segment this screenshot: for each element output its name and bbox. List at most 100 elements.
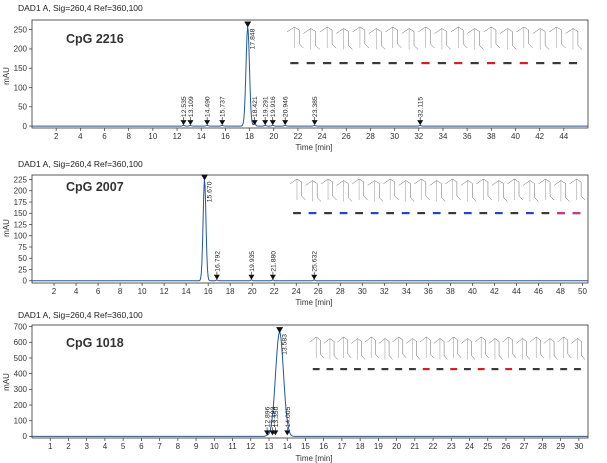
- x-tick-label: 44: [559, 132, 568, 141]
- x-tick-label: 25: [483, 442, 492, 451]
- x-tick-label: 19: [374, 442, 383, 451]
- x-tick-label: 22: [270, 287, 279, 296]
- x-tick-label: 20: [248, 287, 257, 296]
- peak-marker: [311, 120, 318, 126]
- x-tick-label: 4: [78, 132, 83, 141]
- peak-marker: [219, 120, 226, 126]
- peak-marker: [269, 120, 276, 126]
- x-tick-label: 18: [245, 132, 254, 141]
- backbone-segment: [476, 178, 493, 201]
- x-tick-label: 40: [511, 132, 520, 141]
- y-tick-label: 200: [14, 187, 28, 196]
- backbone-segment: [367, 180, 384, 202]
- nucleobase-mark: [536, 62, 545, 65]
- backbone-segment: [499, 28, 517, 50]
- y-tick-label: 0: [23, 122, 28, 131]
- y-axis-title: mAU: [2, 219, 11, 237]
- backbone-segment: [401, 28, 419, 50]
- nucleobase-mark: [574, 368, 581, 371]
- y-tick-label: 700: [14, 322, 28, 331]
- peak-retention-label: 13.193: [270, 406, 277, 427]
- x-tick-label: 29: [556, 442, 565, 451]
- x-tick-label: 24: [318, 132, 327, 141]
- peak-retention-label: 18.421: [252, 96, 259, 117]
- peak-marker: [187, 120, 194, 126]
- x-tick-label: 12: [173, 132, 182, 141]
- x-tick-label: 14: [182, 287, 191, 296]
- backbone-segment: [433, 338, 448, 360]
- x-tick-label: 4: [74, 287, 79, 296]
- y-tick-label: 50: [18, 103, 27, 112]
- nucleobase-mark: [532, 368, 540, 371]
- nucleobase-mark: [505, 368, 513, 371]
- nucleobase-mark: [372, 62, 381, 65]
- peak-marker: [204, 120, 211, 126]
- x-tick-label: 2: [54, 132, 59, 141]
- oligo-structure-diagram: [286, 26, 583, 65]
- backbone-segment: [571, 338, 586, 360]
- x-tick-label: 36: [463, 132, 472, 141]
- chromatogram-trace: [32, 331, 588, 437]
- y-tick-label: 600: [14, 338, 28, 347]
- backbone-segment: [569, 178, 586, 201]
- peak-marker: [264, 430, 271, 436]
- nucleobase-mark: [519, 368, 526, 371]
- backbone-segment: [557, 336, 572, 359]
- backbone-segment: [351, 178, 368, 201]
- x-tick-label: 2: [66, 442, 71, 451]
- x-tick-label: 34: [402, 287, 411, 296]
- x-tick-label: 6: [139, 442, 144, 451]
- nucleobase-mark: [409, 368, 416, 371]
- x-tick-label: 8: [126, 132, 131, 141]
- x-tick-label: 6: [102, 132, 107, 141]
- peak-retention-label: 14.490: [205, 96, 212, 117]
- backbone-segment: [398, 180, 415, 202]
- backbone-segment: [337, 336, 352, 359]
- peak-retention-label: 32.115: [418, 97, 425, 118]
- x-tick-label: 44: [512, 287, 521, 296]
- x-tick-label: 30: [390, 132, 399, 141]
- backbone-segment: [522, 180, 539, 202]
- peak-apex-marker: [244, 21, 252, 28]
- y-tick-label: 75: [18, 243, 27, 252]
- nucleobase-mark: [557, 212, 565, 215]
- x-tick-label: 13: [265, 442, 274, 451]
- x-tick-label: 24: [465, 442, 474, 451]
- nucleobase-mark: [519, 62, 528, 65]
- y-tick-label: 400: [14, 369, 28, 378]
- backbone-segment: [336, 28, 353, 50]
- x-tick-label: 28: [366, 132, 375, 141]
- backbone-segment: [488, 338, 503, 360]
- nucleobase-mark: [405, 62, 414, 65]
- backbone-segment: [474, 336, 489, 359]
- backbone-segment: [336, 180, 353, 202]
- backbone-segment: [565, 28, 583, 50]
- x-tick-label: 8: [176, 442, 181, 451]
- peak-retention-label: 19.935: [249, 251, 256, 272]
- x-tick-label: 16: [319, 442, 328, 451]
- backbone-segment: [378, 338, 393, 360]
- panel-header: DAD1 A, Sig=260,4 Ref=360,100: [18, 159, 143, 169]
- backbone-segment: [529, 336, 544, 359]
- backbone-segment: [516, 26, 533, 49]
- nucleobase-mark: [572, 212, 581, 215]
- y-tick-label: 250: [14, 25, 28, 34]
- backbone-segment: [368, 28, 386, 50]
- x-tick-label: 40: [468, 287, 477, 296]
- plot-frame: [31, 324, 589, 439]
- backbone-segment: [429, 180, 446, 202]
- nucleobase-mark: [463, 212, 472, 215]
- x-tick-label: 48: [556, 287, 565, 296]
- nucleobase-mark: [526, 212, 534, 215]
- backbone-segment: [385, 26, 402, 49]
- nucleobase-mark: [464, 368, 471, 371]
- peak-retention-label: 13.350: [273, 406, 280, 427]
- backbone-segment: [553, 180, 570, 202]
- peak-retention-label: 13.109: [188, 96, 195, 117]
- x-tick-label: 5: [121, 442, 126, 451]
- backbone-segment: [406, 338, 421, 360]
- backbone-segment: [364, 336, 379, 359]
- nucleobase-mark: [541, 212, 550, 215]
- nucleobase-mark: [339, 62, 348, 65]
- nucleobase-mark: [450, 368, 458, 371]
